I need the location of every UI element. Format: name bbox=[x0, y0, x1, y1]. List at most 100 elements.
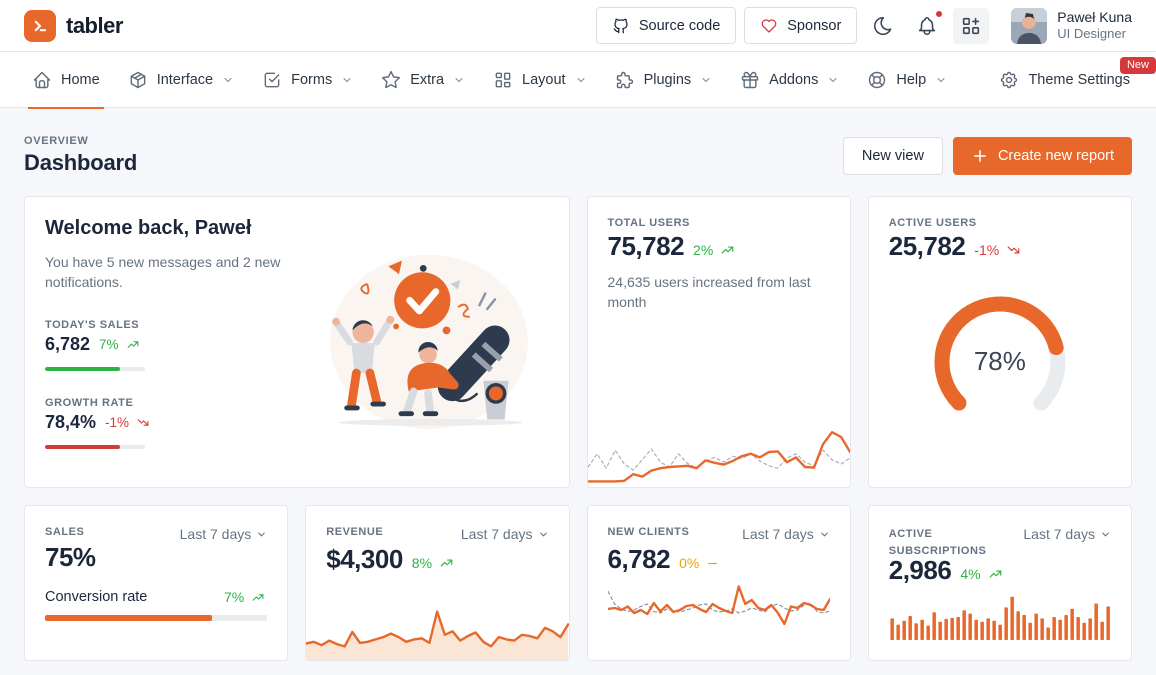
tabler-logo-icon bbox=[24, 9, 56, 42]
sales-label: SALES bbox=[45, 526, 85, 538]
nav-items: Home Interface Forms Extra Layout Plugin… bbox=[18, 52, 961, 109]
page-pretitle: OVERVIEW bbox=[24, 135, 89, 147]
apps-button[interactable] bbox=[953, 7, 990, 44]
new-view-button[interactable]: New view bbox=[842, 136, 943, 175]
user-role: UI Designer bbox=[1057, 26, 1126, 42]
bell-icon bbox=[916, 15, 938, 37]
chevron-down-icon bbox=[700, 74, 712, 86]
page-header: OVERVIEW Dashboard New view Create new r… bbox=[24, 135, 1132, 176]
dark-mode-toggle[interactable] bbox=[865, 8, 901, 44]
revenue-value: $4,300 bbox=[326, 544, 403, 574]
active-users-value: 25,782 bbox=[888, 231, 966, 261]
page-header-actions: New view Create new report bbox=[842, 136, 1132, 175]
nav-label-layout: Layout bbox=[522, 71, 566, 88]
welcome-subtitle: You have 5 new messages and 2 new notifi… bbox=[45, 254, 281, 291]
nav-label-plugins: Plugins bbox=[643, 71, 692, 88]
sales-period-dropdown[interactable]: Last 7 days bbox=[180, 526, 268, 542]
conversion-rate-delta: 7% bbox=[224, 589, 245, 606]
chevron-down-icon bbox=[538, 529, 549, 540]
welcome-title: Welcome back, Paweł bbox=[45, 217, 252, 239]
minus-icon bbox=[704, 557, 721, 570]
cards-grid: Welcome back, Paweł You have 5 new messa… bbox=[24, 196, 1132, 661]
active-users-card: ACTIVE USERS 25,782 -1% 78% bbox=[867, 196, 1132, 488]
todays-sales-delta: 7% bbox=[99, 336, 119, 352]
theme-settings-label: Theme Settings bbox=[1028, 71, 1130, 88]
trending-up-icon bbox=[986, 567, 1005, 581]
sponsor-label: Sponsor bbox=[787, 17, 842, 34]
nav-label-extra: Extra bbox=[410, 71, 445, 88]
new-clients-period-dropdown[interactable]: Last 7 days bbox=[742, 526, 830, 542]
chevron-down-icon bbox=[827, 74, 839, 86]
nav-label-forms: Forms bbox=[291, 71, 333, 88]
subscriptions-value: 2,986 bbox=[888, 555, 952, 585]
trending-up-icon bbox=[249, 591, 267, 604]
todays-sales-label: TODAY'S SALES bbox=[45, 318, 140, 331]
nav-item-help[interactable]: Help bbox=[853, 52, 961, 108]
todays-sales-value: 6,782 bbox=[45, 333, 91, 354]
sales-card: SALES Last 7 days 75% Conversion rate 7% bbox=[24, 505, 289, 661]
home-icon bbox=[32, 70, 52, 90]
sales-period-label: Last 7 days bbox=[179, 526, 252, 542]
total-users-delta: 2% bbox=[693, 242, 714, 258]
revenue-label: REVENUE bbox=[326, 526, 384, 538]
trending-up-icon bbox=[124, 338, 142, 351]
active-users-delta: -1% bbox=[974, 242, 1000, 258]
notification-dot bbox=[934, 8, 945, 19]
topbar-actions: Source code Sponsor Paweł Kuna UI Design… bbox=[595, 7, 1132, 44]
source-code-button[interactable]: Source code bbox=[595, 7, 737, 44]
nav-item-layout[interactable]: Layout bbox=[479, 52, 601, 108]
user-menu[interactable]: Paweł Kuna UI Designer bbox=[1011, 7, 1132, 44]
trending-down-icon bbox=[134, 416, 152, 429]
chevron-down-icon bbox=[575, 74, 587, 86]
growth-rate-metric: GROWTH RATE 78,4% -1% bbox=[45, 397, 295, 449]
subscriptions-label: ACTIVE SUBSCRIPTIONS bbox=[888, 528, 987, 557]
growth-rate-progress bbox=[45, 444, 145, 449]
total-users-card: TOTAL USERS 75,782 2% 24,635 users incre… bbox=[586, 196, 851, 488]
subscriptions-card: ACTIVE SUBSCRIPTIONS Last 7 days 2,986 4… bbox=[867, 505, 1132, 661]
plus-icon bbox=[971, 147, 989, 165]
nav-item-home[interactable]: Home bbox=[18, 52, 114, 109]
total-users-label: TOTAL USERS bbox=[607, 217, 690, 229]
nav-label-help: Help bbox=[896, 71, 927, 88]
create-report-button[interactable]: Create new report bbox=[952, 136, 1132, 175]
active-users-gauge: 78% bbox=[930, 288, 1070, 428]
conversion-rate-label: Conversion rate bbox=[45, 589, 148, 606]
celebration-illustration bbox=[305, 217, 557, 467]
chevron-down-icon bbox=[341, 74, 353, 86]
avatar bbox=[1011, 7, 1048, 44]
checkbox-icon bbox=[262, 70, 282, 90]
apps-grid-icon bbox=[960, 15, 982, 37]
nav-item-extra[interactable]: Extra bbox=[367, 52, 479, 108]
nav-label-addons: Addons bbox=[769, 71, 819, 88]
notifications-button[interactable] bbox=[909, 8, 945, 44]
main-nav: Home Interface Forms Extra Layout Plugin… bbox=[0, 52, 1156, 109]
theme-settings-button[interactable]: Theme Settings New bbox=[989, 56, 1156, 90]
sponsor-button[interactable]: Sponsor bbox=[744, 7, 858, 44]
brand-logo[interactable]: tabler bbox=[24, 9, 123, 42]
puzzle-icon bbox=[615, 70, 635, 90]
nav-item-interface[interactable]: Interface bbox=[114, 52, 248, 108]
nav-item-addons[interactable]: Addons bbox=[726, 52, 853, 108]
growth-rate-delta: -1% bbox=[105, 414, 130, 430]
new-clients-delta: 0% bbox=[679, 555, 700, 571]
gauge-percentage: 78% bbox=[973, 345, 1026, 376]
todays-sales-progress bbox=[45, 366, 145, 371]
new-clients-period-label: Last 7 days bbox=[742, 526, 814, 542]
subscriptions-period-dropdown[interactable]: Last 7 days bbox=[1023, 526, 1111, 542]
revenue-period-dropdown[interactable]: Last 7 days bbox=[461, 526, 549, 542]
new-clients-label: NEW CLIENTS bbox=[607, 526, 690, 538]
growth-rate-label: GROWTH RATE bbox=[45, 396, 134, 409]
chevron-down-icon bbox=[222, 74, 234, 86]
github-icon bbox=[612, 17, 630, 35]
revenue-card: REVENUE Last 7 days $4,300 8% bbox=[305, 505, 570, 661]
moon-icon bbox=[872, 15, 894, 37]
nav-item-forms[interactable]: Forms bbox=[248, 52, 367, 108]
active-users-label: ACTIVE USERS bbox=[888, 217, 977, 229]
nav-item-plugins[interactable]: Plugins bbox=[601, 52, 727, 108]
heart-icon bbox=[760, 17, 778, 35]
create-report-label: Create new report bbox=[997, 147, 1114, 164]
chevron-down-icon bbox=[935, 74, 947, 86]
trending-up-icon bbox=[437, 556, 456, 570]
sales-value: 75% bbox=[45, 542, 96, 572]
gift-icon bbox=[740, 70, 760, 90]
